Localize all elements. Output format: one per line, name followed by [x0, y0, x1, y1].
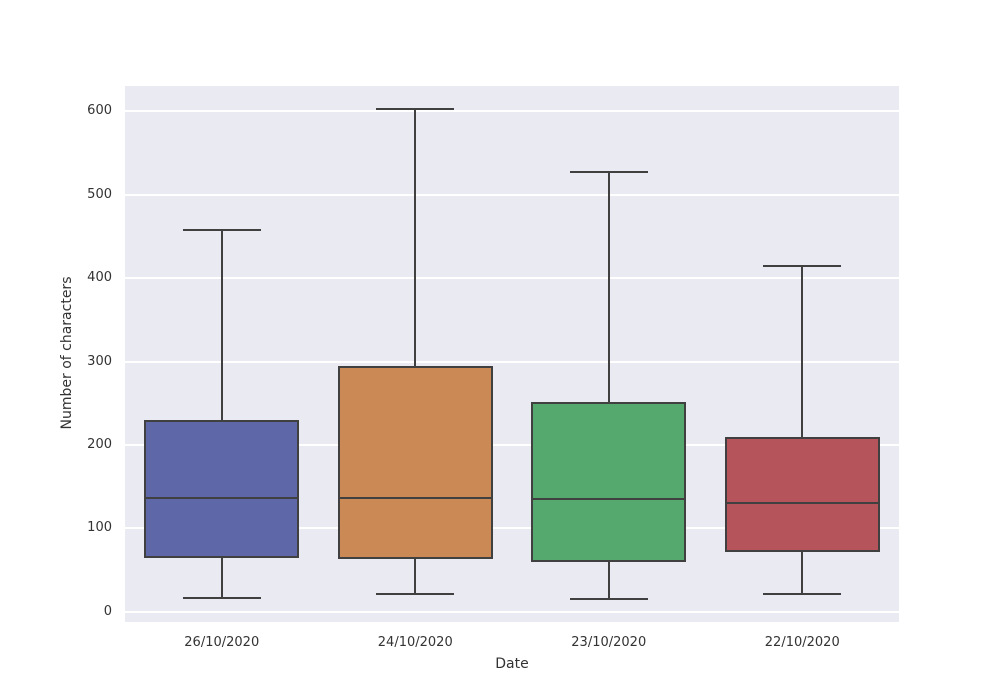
- median-line: [146, 496, 298, 499]
- plot-area: [125, 86, 899, 622]
- ytick-label-400: 400: [87, 270, 112, 286]
- whisker-cap-low: [182, 596, 261, 599]
- gridline-y-300: [125, 360, 899, 363]
- gridline-y-100: [125, 527, 899, 530]
- x-axis-label: Date: [495, 656, 529, 672]
- median-line: [339, 496, 491, 499]
- whisker-cap-high: [376, 107, 455, 110]
- gridline-y-400: [125, 277, 899, 280]
- whisker-upper: [607, 171, 610, 402]
- whisker-cap-high: [763, 264, 842, 267]
- whisker-cap-low: [569, 597, 648, 600]
- ytick-label-0: 0: [103, 603, 112, 619]
- gridline-y-500: [125, 193, 899, 196]
- ytick-label-100: 100: [87, 520, 112, 536]
- ytick-label-600: 600: [87, 103, 112, 119]
- whisker-cap-high: [182, 229, 261, 232]
- median-line: [726, 501, 878, 504]
- gridline-y-0: [125, 610, 899, 613]
- gridline-y-600: [125, 110, 899, 113]
- xtick-label-22/10/2020: 22/10/2020: [764, 635, 840, 650]
- whisker-lower: [607, 561, 610, 599]
- xtick-label-23/10/2020: 23/10/2020: [571, 635, 647, 650]
- gridline-y-200: [125, 444, 899, 446]
- ytick-label-500: 500: [87, 186, 112, 202]
- whisker-upper: [414, 108, 417, 366]
- whisker-cap-low: [763, 593, 842, 596]
- box-24/10/2020: [337, 365, 493, 559]
- whisker-lower: [801, 551, 804, 595]
- median-line: [533, 498, 685, 501]
- whisker-lower: [414, 558, 417, 595]
- whisker-cap-low: [376, 593, 455, 596]
- box-26/10/2020: [144, 419, 300, 558]
- xtick-label-24/10/2020: 24/10/2020: [377, 635, 453, 650]
- whisker-upper: [801, 265, 804, 437]
- box-23/10/2020: [531, 401, 687, 562]
- box-22/10/2020: [724, 436, 880, 552]
- whisker-lower: [220, 557, 223, 598]
- xtick-label-26/10/2020: 26/10/2020: [184, 635, 260, 650]
- whisker-upper: [220, 230, 223, 420]
- whisker-cap-high: [569, 170, 648, 173]
- ytick-label-300: 300: [87, 353, 112, 369]
- ytick-label-200: 200: [87, 437, 112, 452]
